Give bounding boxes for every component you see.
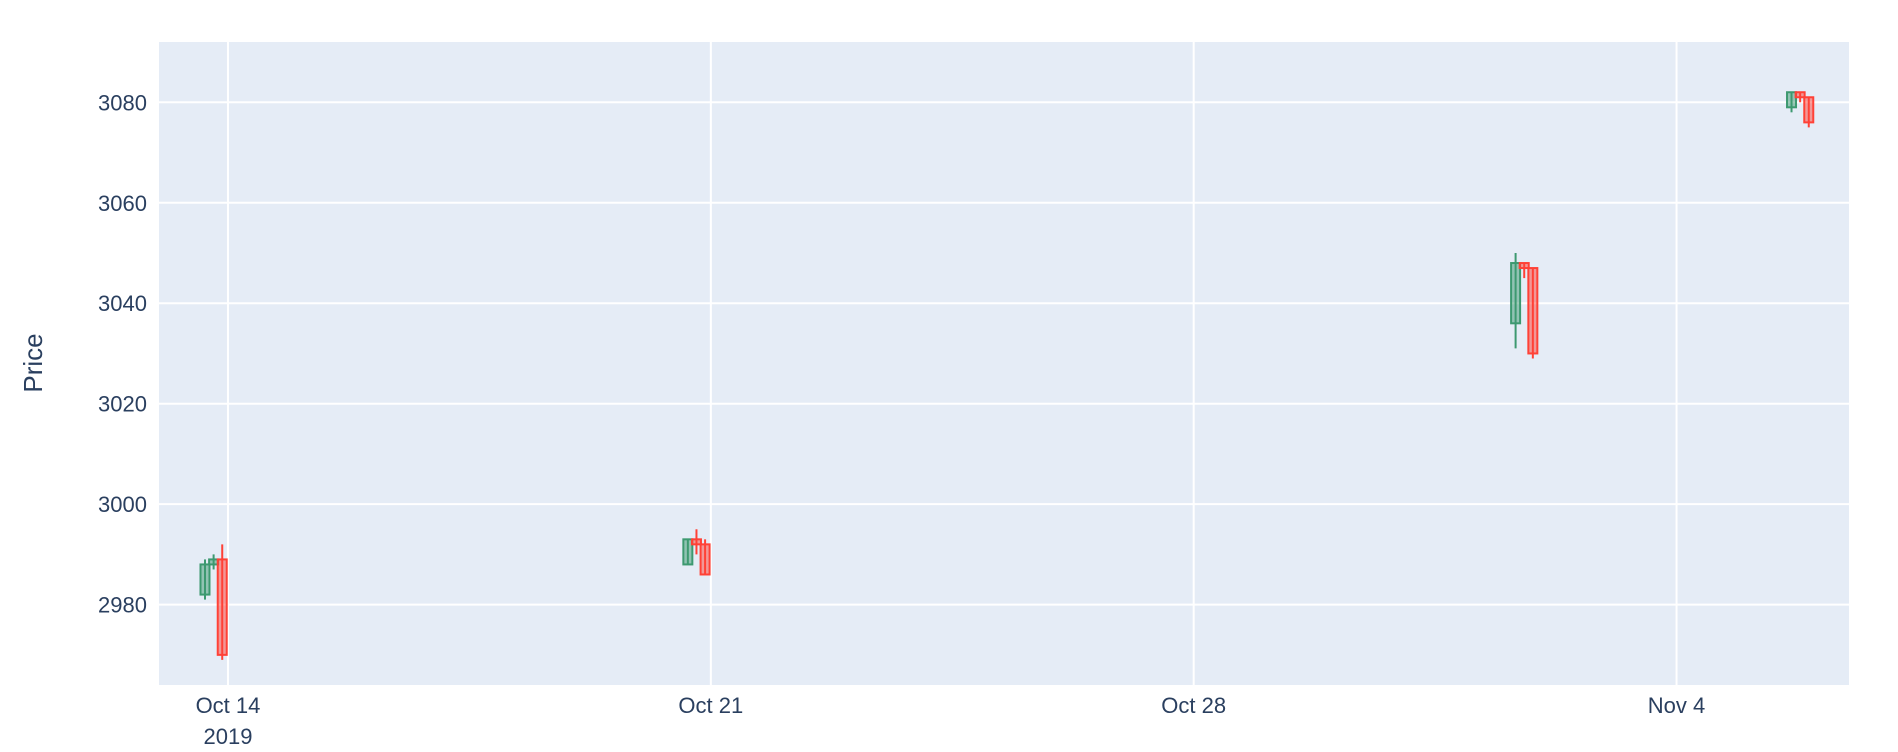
candle-body: [1803, 96, 1815, 124]
candle-decreasing: [1803, 96, 1815, 128]
y-tick-label: 2980: [98, 593, 147, 618]
candle-body: [682, 538, 694, 566]
y-tick-label: 3040: [98, 291, 147, 316]
candle-decreasing: [1527, 267, 1539, 359]
candle-increasing: [1786, 91, 1798, 113]
y-axis-title: Price: [18, 333, 48, 392]
candle-decreasing: [216, 544, 228, 660]
candle-body: [1518, 262, 1530, 270]
candle-decreasing: [1518, 262, 1530, 279]
candle-body: [216, 558, 228, 656]
x-tick-label: Oct 14: [196, 693, 261, 718]
candle-decreasing: [699, 539, 711, 576]
candle-increasing: [199, 559, 211, 600]
y-tick-label: 3080: [98, 90, 147, 115]
candle-increasing: [1510, 252, 1522, 349]
candle-body: [690, 538, 702, 546]
x-tick-label: Nov 4: [1648, 693, 1705, 718]
plot-background: [159, 42, 1849, 685]
candle-decreasing: [1794, 91, 1806, 103]
candle-body: [1786, 91, 1798, 109]
x-tick-sublabel: 2019: [204, 724, 253, 749]
candle-increasing: [682, 538, 694, 566]
x-tick-label: Oct 28: [1161, 693, 1226, 718]
candle-decreasing: [690, 529, 702, 555]
candle-body: [1794, 91, 1806, 99]
x-tick-label: Oct 21: [678, 693, 743, 718]
grid-lines: [159, 42, 1849, 685]
candle-body: [199, 563, 211, 596]
candle-body: [699, 543, 711, 576]
candles: [199, 91, 1815, 660]
y-tick-label: 3000: [98, 492, 147, 517]
y-tick-label: 3020: [98, 392, 147, 417]
y-tick-label: 3060: [98, 191, 147, 216]
candle-body: [1527, 267, 1539, 355]
x-axis-ticks: Oct 14 2019 Oct 21 Oct 28 Nov 4: [196, 693, 1706, 749]
candle-body: [1510, 262, 1522, 325]
y-axis-ticks: 2980 3000 3020 3040 3060 3080: [98, 90, 147, 617]
